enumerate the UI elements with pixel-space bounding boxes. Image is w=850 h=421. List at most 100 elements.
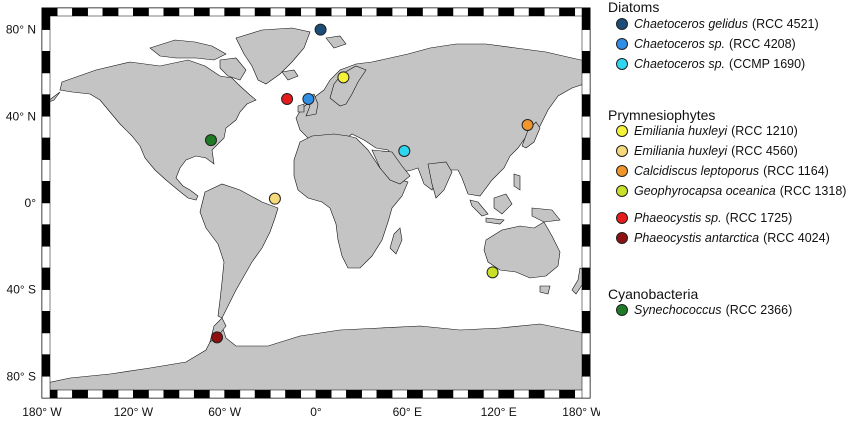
legend-strain: (RCC 4208): [729, 37, 796, 51]
legend-group-title: Diatoms: [608, 0, 660, 15]
frame-tick: [437, 7, 454, 17]
frame-tick: [467, 389, 484, 399]
philippines: [513, 173, 521, 191]
y-tick-label: 80° S: [7, 369, 36, 383]
frame-tick: [391, 389, 408, 399]
legend-item: Chaetoceros sp. (RCC 4208): [616, 38, 796, 51]
frame-tick: [407, 7, 423, 17]
frame-tick: [254, 7, 271, 17]
ireland: [297, 103, 305, 113]
frame-tick: [41, 181, 51, 204]
eurasia: [295, 43, 590, 197]
frame-tick: [581, 159, 591, 182]
legend-group-title: Prymnesiophytes: [608, 107, 716, 123]
frame-tick: [239, 7, 256, 17]
frame-tick: [437, 389, 454, 399]
frame-tick: [581, 116, 591, 139]
frame-tick: [117, 7, 134, 17]
frame-tick: [407, 389, 423, 399]
x-tick-label: 120° W: [114, 405, 154, 419]
frame-tick: [254, 389, 271, 399]
axis-labels: 180° W 120° W 60° W 0° 60° E 120° E 180° W 80° …: [6, 23, 600, 419]
frame-tick: [581, 51, 591, 74]
frame-tick: [163, 389, 180, 399]
legend-species: Chaetoceros sp.: [634, 37, 726, 51]
x-tick-label: 60° E: [393, 405, 422, 419]
site-marker: [521, 119, 534, 131]
legend-group-title: Cyanobacteria: [608, 286, 699, 302]
baffin-island: [219, 57, 247, 81]
legend-swatch: [616, 145, 628, 158]
legend-strain: (RCC 1318): [779, 184, 847, 198]
madagascar: [389, 227, 403, 255]
frame-tick: [41, 354, 51, 377]
frame-tick: [581, 354, 591, 377]
frame-tick: [102, 7, 119, 17]
svalbard: [325, 35, 347, 49]
x-tick-label: 120° E: [481, 405, 517, 419]
frame-tick: [133, 7, 149, 17]
frame-tick: [87, 7, 104, 17]
frame-tick: [41, 137, 51, 160]
south-america: [199, 183, 279, 319]
frame-tick: [41, 332, 51, 355]
legend-swatch: [616, 165, 628, 178]
frame-tick: [581, 181, 591, 204]
legend-swatch: [616, 125, 628, 138]
frame-tick: [483, 389, 499, 399]
y-tick-label: 80° N: [6, 23, 36, 37]
frame-tick: [581, 311, 591, 334]
java: [485, 217, 505, 225]
frame-border-ticks: [41, 7, 591, 399]
frame-tick: [581, 224, 591, 247]
japan: [521, 121, 541, 149]
legend-swatch: [616, 38, 628, 51]
legend-species: Emiliania huxleyi: [634, 144, 728, 158]
legend-item: Phaeocystis antarctica (RCC 4024): [616, 232, 830, 245]
frame-tick: [41, 116, 51, 139]
frame-tick: [41, 202, 51, 225]
legend-swatch: [616, 58, 628, 71]
frame-tick: [452, 389, 469, 399]
frame-tick: [483, 7, 499, 17]
frame-tick: [148, 7, 165, 17]
frame-tick: [581, 289, 591, 312]
frame-tick: [56, 389, 73, 399]
y-tick-label: 40° N: [6, 109, 36, 123]
legend-item: Emiliania huxleyi (RCC 4560): [616, 145, 798, 158]
legend-item: Phaeocystis sp. (RCC 1725): [616, 212, 792, 225]
site-marker: [398, 145, 411, 157]
frame-tick: [87, 389, 104, 399]
frame-tick: [224, 7, 241, 17]
x-tick-label: 180° W: [22, 405, 62, 419]
site-marker: [337, 71, 350, 84]
frame-tick: [559, 389, 576, 399]
frame-tick: [41, 246, 51, 269]
frame-tick: [148, 389, 165, 399]
frame-tick: [498, 389, 515, 399]
north-america: [59, 59, 257, 201]
frame-tick: [581, 376, 591, 399]
legend-strain: (RCC 4521): [751, 17, 819, 31]
frame-tick: [193, 7, 210, 17]
frame-tick: [391, 7, 408, 17]
y-tick-label: 40° S: [7, 283, 36, 297]
frame-tick: [581, 202, 591, 225]
legend-strain: (RCC 1725): [725, 211, 793, 225]
frame-tick: [581, 246, 591, 269]
legend-strain: (CCMP 1690): [729, 57, 806, 71]
frame-tick: [270, 7, 286, 17]
frame-tick: [41, 376, 51, 399]
x-tick-label: 60° W: [208, 405, 241, 419]
frame-tick: [41, 224, 51, 247]
frame-tick: [452, 7, 469, 17]
frame-tick: [346, 389, 362, 399]
frame-tick: [559, 7, 576, 17]
legend-item: Calcidiscus leptoporus (RCC 1164): [616, 165, 829, 178]
frame-tick: [544, 389, 560, 399]
india: [427, 161, 453, 199]
legend-strain: (RCC 1210): [731, 124, 798, 138]
frame-tick: [330, 7, 347, 17]
frame-tick: [41, 72, 51, 95]
frame-tick: [581, 267, 591, 290]
